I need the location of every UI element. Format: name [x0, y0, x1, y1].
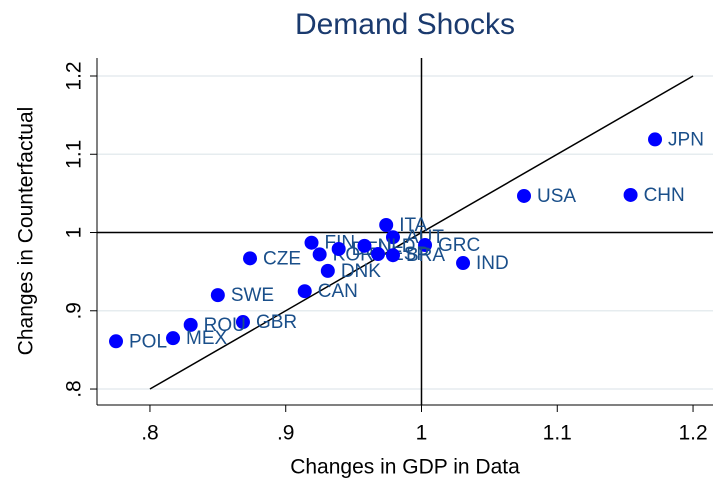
x-tick-label: 1.2 [678, 422, 707, 445]
point [166, 331, 181, 346]
point [357, 238, 372, 253]
point [418, 238, 433, 253]
point [385, 230, 400, 245]
point-label: GRC [438, 235, 480, 256]
point [297, 284, 312, 299]
point-label: BRA [406, 245, 445, 266]
point-label: DNK [341, 261, 381, 282]
point-label: IND [476, 253, 509, 274]
point-label: USA [537, 186, 576, 207]
point [379, 218, 394, 233]
point [183, 317, 198, 332]
point-label: GBR [256, 312, 297, 333]
point [304, 235, 319, 250]
point [235, 315, 250, 330]
point-label: ROU [204, 315, 246, 336]
point-label: ITA [399, 215, 427, 236]
point [320, 263, 335, 278]
point-label: AUT [406, 227, 444, 248]
y-tick-label: 1.2 [63, 61, 86, 90]
point-label: CZE [263, 248, 301, 269]
x-tick-label: .9 [277, 422, 295, 445]
point [210, 288, 225, 303]
x-tick-label: .8 [141, 422, 159, 445]
point [648, 132, 663, 147]
point-label: SWE [231, 285, 274, 306]
x-tick-label: 1 [416, 422, 428, 445]
x-tick-label: 1.1 [543, 422, 572, 445]
y-tick-label: 1 [63, 227, 86, 239]
point [243, 251, 258, 266]
x-axis-label: Changes in GDP in Data [290, 456, 520, 479]
y-tick-label: .8 [63, 380, 86, 398]
y-tick-label: .9 [63, 302, 86, 320]
point-label: POL [129, 331, 167, 352]
diagonal-line [149, 75, 694, 390]
point [385, 248, 400, 263]
point-label: MEX [186, 328, 228, 349]
y-tick-label: 1.1 [63, 140, 86, 169]
point-label: CAN [318, 281, 358, 302]
chart-title: Demand Shocks [295, 8, 515, 41]
point [331, 241, 346, 256]
point-label: CHN [644, 185, 685, 206]
point [371, 247, 386, 262]
point [109, 334, 124, 349]
point-label: NLD [377, 236, 415, 257]
y-axis-label: Changes in Counterfactual [15, 107, 38, 356]
point-label: JPN [668, 129, 704, 150]
point [517, 188, 532, 203]
point [623, 187, 638, 202]
point [456, 256, 471, 271]
point [312, 247, 327, 262]
point-label: ESP [391, 244, 429, 265]
